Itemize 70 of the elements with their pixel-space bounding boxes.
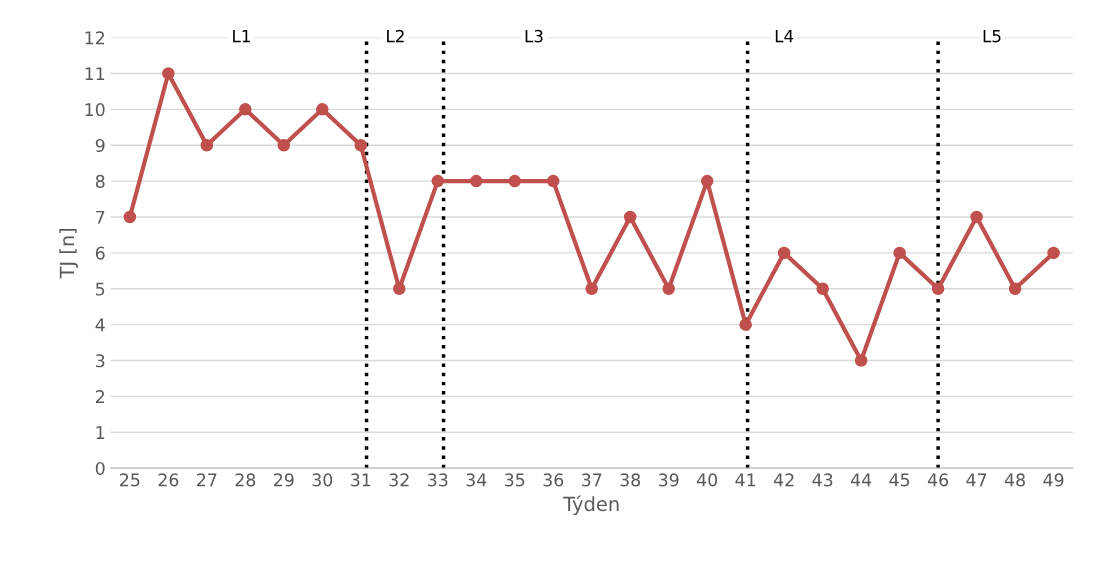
y-tick-label: 3 bbox=[96, 354, 105, 368]
annotation: L2 bbox=[387, 29, 404, 43]
point bbox=[277, 138, 291, 152]
y-tick-label: 1 bbox=[96, 426, 105, 439]
point bbox=[431, 174, 445, 188]
y-tick-label: 7 bbox=[96, 210, 105, 224]
x-tick-label: 26 bbox=[158, 473, 179, 487]
point bbox=[1008, 282, 1022, 296]
y-tick-label: 8 bbox=[95, 174, 105, 188]
point bbox=[354, 138, 368, 152]
point bbox=[893, 246, 906, 260]
x-axis-title: Týden bbox=[563, 495, 619, 515]
point bbox=[239, 103, 252, 116]
y-tick-label: 0 bbox=[95, 461, 105, 476]
point bbox=[623, 210, 637, 224]
x-tick-label: 36 bbox=[543, 473, 564, 487]
x-tick-label: 43 bbox=[812, 473, 833, 487]
x-tick-label: 29 bbox=[274, 473, 294, 487]
y-tick-label: 11 bbox=[85, 67, 105, 81]
point bbox=[162, 67, 175, 80]
point bbox=[854, 354, 868, 367]
annotation: L4 bbox=[775, 30, 794, 43]
x-tick-label: 33 bbox=[428, 473, 448, 487]
x-tick-label: 39 bbox=[658, 473, 679, 487]
point bbox=[585, 282, 598, 296]
x-tick-label: 35 bbox=[505, 473, 525, 487]
point bbox=[662, 282, 675, 296]
x-tick-label: 34 bbox=[466, 473, 487, 487]
point bbox=[508, 174, 521, 188]
x-tick-label: 25 bbox=[120, 473, 140, 487]
x-tick-label: 46 bbox=[927, 473, 949, 487]
y-tick-label: 4 bbox=[95, 318, 105, 332]
annotation: L5 bbox=[983, 30, 1001, 43]
x-tick-label: 28 bbox=[235, 473, 256, 487]
y-tick-label: 9 bbox=[95, 138, 105, 153]
point bbox=[393, 282, 406, 296]
point bbox=[970, 210, 983, 224]
x-tick-label: 42 bbox=[773, 473, 794, 487]
x-tick-label: 40 bbox=[696, 473, 718, 487]
y-tick-label: 10 bbox=[85, 103, 105, 117]
point bbox=[739, 318, 752, 331]
point bbox=[777, 246, 791, 260]
y-tick-label: 5 bbox=[96, 282, 105, 296]
point bbox=[316, 103, 329, 116]
point bbox=[700, 174, 714, 188]
point bbox=[931, 282, 945, 296]
y-tick-label: 2 bbox=[95, 390, 104, 404]
x-tick-label: 37 bbox=[581, 473, 602, 487]
y-tick-label: 6 bbox=[95, 246, 105, 260]
x-tick-label: 41 bbox=[735, 473, 756, 487]
x-tick-label: 47 bbox=[966, 473, 987, 487]
point bbox=[123, 210, 137, 224]
x-tick-label: 48 bbox=[1004, 473, 1025, 487]
point bbox=[469, 174, 483, 188]
x-tick-label: 45 bbox=[889, 473, 910, 487]
point bbox=[200, 138, 214, 152]
x-tick-label: 27 bbox=[197, 473, 217, 487]
point bbox=[1047, 246, 1060, 260]
annotation: L3 bbox=[525, 29, 543, 43]
y-tick-label: 12 bbox=[85, 31, 104, 45]
x-tick-label: 30 bbox=[312, 473, 333, 487]
point bbox=[816, 282, 829, 296]
x-tick-label: 32 bbox=[389, 473, 409, 487]
point bbox=[546, 174, 560, 188]
annotation: L1 bbox=[233, 30, 250, 43]
x-tick-label: 49 bbox=[1043, 473, 1064, 487]
x-tick-label: 31 bbox=[351, 473, 371, 487]
y-axis-title: TJ [n] bbox=[59, 228, 78, 279]
x-tick-label: 38 bbox=[620, 473, 641, 487]
x-tick-label: 44 bbox=[850, 473, 872, 487]
